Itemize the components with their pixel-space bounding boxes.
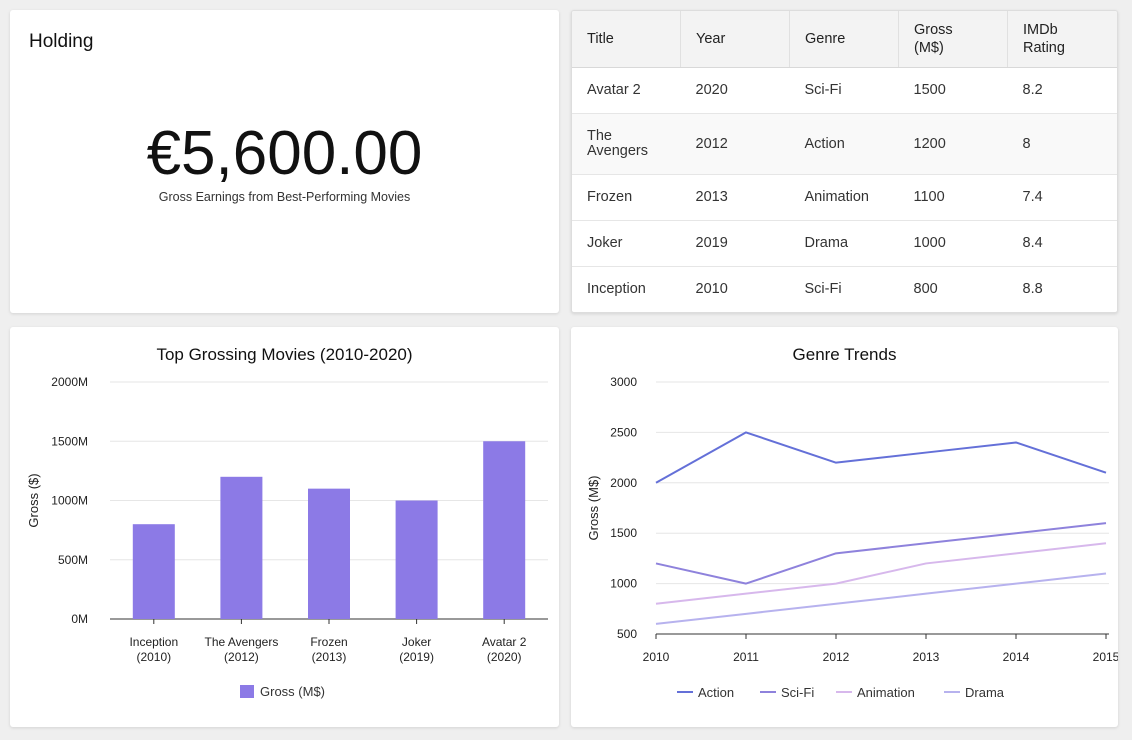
x-tick-label: 2013: [913, 650, 940, 664]
legend-label: Drama: [965, 685, 1005, 700]
cell-imdb-rating: 8.8: [1022, 281, 1043, 297]
series-line-drama: [655, 572, 1107, 625]
cell-genre: Drama: [789, 220, 899, 267]
legend-label: Gross (M$): [260, 684, 325, 699]
legend-label: Sci-Fi: [781, 685, 814, 700]
cell-title: Frozen: [572, 174, 681, 221]
bar: [483, 441, 526, 619]
x-tick-label: Avatar 2: [482, 635, 527, 649]
legend-swatch: [240, 685, 254, 698]
cell-genre: Action: [789, 113, 899, 175]
cell-title: Avatar 2: [572, 67, 681, 114]
cell-year: 2013: [680, 174, 790, 221]
cell-title: Inception: [587, 281, 646, 297]
cell-genre: Sci-Fi: [804, 281, 842, 297]
cell-gross: 800: [913, 281, 938, 297]
x-tick-label: 2014: [1003, 650, 1030, 664]
x-tick-label: (2020): [487, 650, 522, 664]
holding-title: Holding: [29, 31, 94, 52]
cell-year: 2020: [680, 67, 790, 114]
line-chart-card: Genre Trends 500 1000 1500 2000 2500 3000 Gros…: [571, 327, 1118, 727]
y-tick-label: 2500: [610, 425, 637, 439]
series-line-animation: [655, 542, 1107, 605]
y-tick-label: 1000: [610, 577, 637, 591]
cell-gross: 1200: [898, 113, 1008, 175]
y-tick-label: 2000M: [51, 375, 88, 389]
series-line-action: [655, 431, 1107, 484]
bar: [132, 524, 175, 619]
bar: [220, 476, 263, 619]
x-tick-label: 2010: [643, 650, 670, 664]
y-axis-label: Gross ($): [26, 473, 41, 527]
x-tick-label: 2012: [823, 650, 850, 664]
x-tick-label: (2012): [224, 650, 259, 664]
bar-chart-card: Top Grossing Movies (2010-2020) 0M 500M 10…: [10, 327, 559, 727]
table-header-row: Title Year Genre Gross (M$) IMDb Rating: [572, 11, 1117, 68]
y-tick-label: 3000: [610, 375, 637, 389]
x-tick-label: Inception: [129, 635, 178, 649]
x-tick-label: (2010): [136, 650, 171, 664]
legend-label: Animation: [857, 685, 915, 700]
x-tick-label: (2013): [312, 650, 347, 664]
x-tick-label: Joker: [402, 635, 431, 649]
x-tick-label: (2019): [399, 650, 434, 664]
legend-label: Action: [698, 685, 734, 700]
series-line-sci-fi: [655, 522, 1107, 585]
cell-year: 2019: [680, 220, 790, 267]
table-row[interactable]: Avatar 2 2020 Sci-Fi 1500 8.2: [572, 67, 1117, 114]
x-tick-label: 2011: [733, 650, 759, 664]
column-header-imdb-rating[interactable]: IMDb Rating: [1007, 11, 1117, 68]
table-row[interactable]: Frozen 2013 Animation 1100 7.4: [572, 174, 1117, 221]
y-tick-label: 1500M: [51, 434, 88, 448]
cell-imdb-rating: 8.2: [1007, 67, 1117, 114]
bar-chart-title: Top Grossing Movies (2010-2020): [156, 345, 413, 364]
y-axis-label: Gross (M$): [586, 476, 601, 541]
holding-value: €5,600.00: [146, 119, 423, 188]
y-tick-label: 2000: [610, 476, 637, 490]
cell-year: 2012: [680, 113, 790, 175]
table-row[interactable]: Joker 2019 Drama 1000 8.4: [572, 220, 1117, 267]
cell-imdb-rating: 7.4: [1007, 174, 1117, 221]
movies-table: Title Year Genre Gross (M$) IMDb Rating Av…: [572, 11, 1117, 312]
column-header-gross[interactable]: Gross (M$): [898, 11, 1008, 68]
cell-title: Joker: [572, 220, 681, 267]
x-tick-label: Frozen: [310, 635, 347, 649]
y-tick-label: 0M: [71, 612, 88, 626]
y-tick-label: 1500: [610, 526, 637, 540]
cell-genre: Animation: [789, 174, 899, 221]
y-tick-label: 500M: [58, 553, 88, 567]
line-chart: 500 1000 1500 2000 2500 3000 Gross (M$) 2010 201…: [586, 375, 1118, 700]
cell-title: The Avengers: [572, 113, 681, 175]
cell-imdb-rating: 8.4: [1007, 220, 1117, 267]
x-tick-label: 2015: [1093, 650, 1118, 664]
column-header-year[interactable]: Year: [680, 11, 790, 68]
y-tick-label: 1000M: [51, 494, 88, 508]
column-header-genre[interactable]: Genre: [789, 11, 899, 68]
bar: [308, 488, 350, 619]
cell-gross: 1500: [898, 67, 1008, 114]
table-row[interactable]: The Avengers 2012 Action 1200 8: [572, 113, 1117, 175]
holding-card: Holding €5,600.00 Gross Earnings from Be…: [10, 10, 559, 313]
cell-genre: Sci-Fi: [789, 67, 899, 114]
column-header-title[interactable]: Title: [572, 11, 681, 68]
cell-gross: 1100: [898, 174, 1008, 221]
cell-imdb-rating: 8: [1007, 113, 1117, 175]
holding-subtitle: Gross Earnings from Best-Performing Movi…: [158, 190, 411, 204]
y-tick-label: 500: [617, 627, 637, 641]
cell-year: 2010: [695, 281, 728, 297]
line-chart-title: Genre Trends: [792, 345, 897, 364]
bar: [395, 500, 438, 619]
movies-table-card: Title Year Genre Gross (M$) IMDb Rating Av…: [571, 10, 1118, 313]
cell-gross: 1000: [898, 220, 1008, 267]
x-tick-label: The Avengers: [204, 635, 278, 649]
table-row[interactable]: Inception 2010 Sci-Fi 800 8.8: [572, 267, 1117, 313]
